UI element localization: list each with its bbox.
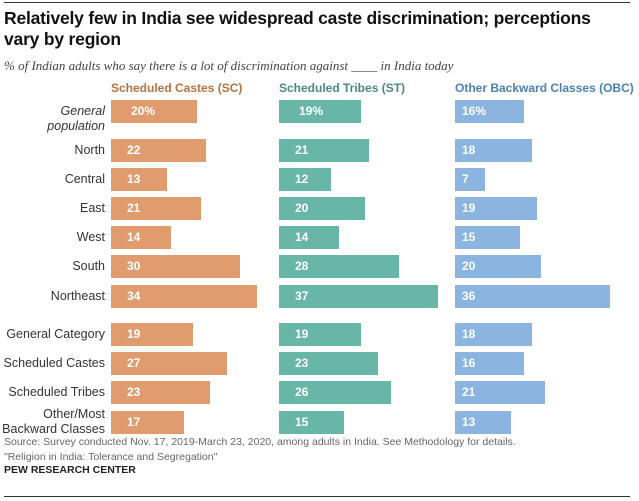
bar [455, 100, 524, 123]
data-label: 13 [127, 172, 141, 186]
bar [455, 226, 520, 249]
bar [111, 226, 172, 249]
bar [279, 323, 361, 346]
bar [279, 381, 391, 404]
bar [111, 139, 206, 162]
bar [279, 285, 439, 308]
bar [455, 323, 533, 346]
row-label: Central [64, 172, 105, 186]
bar [279, 352, 378, 375]
bar [455, 381, 546, 404]
series-header-st: Scheduled Tribes (ST) [279, 81, 406, 95]
bar [111, 323, 193, 346]
bar [279, 139, 370, 162]
data-label: 16% [462, 104, 487, 118]
bar [455, 352, 524, 375]
bar [111, 100, 197, 123]
data-label: 20% [131, 104, 156, 118]
bar [279, 411, 344, 434]
data-label: 34 [127, 289, 141, 303]
data-label: 20 [462, 259, 476, 273]
data-label: 23 [295, 356, 309, 370]
data-label: 15 [295, 415, 309, 429]
data-label: 12 [295, 172, 309, 186]
bar [279, 197, 365, 220]
data-label: 28 [295, 259, 309, 273]
data-label: 7 [462, 172, 469, 186]
series-header-obc: Other Backward Classes (OBC) [455, 81, 634, 95]
row-label: Scheduled Castes [3, 356, 105, 370]
bar [455, 255, 541, 278]
data-label: 21 [462, 385, 476, 399]
data-label: 14 [127, 230, 141, 244]
report-title: "Religion in India: Tolerance and Segreg… [4, 451, 218, 463]
data-label: 23 [127, 385, 141, 399]
bar [455, 285, 610, 308]
bar [455, 411, 511, 434]
bar [279, 100, 361, 123]
data-label: 30 [127, 259, 141, 273]
bar [111, 197, 202, 220]
bar [455, 139, 533, 162]
data-label: 27 [127, 356, 141, 370]
bar [111, 255, 240, 278]
row-label: Scheduled Tribes [8, 385, 105, 399]
bar [111, 168, 167, 191]
bar [111, 352, 228, 375]
data-label: 21 [295, 143, 309, 157]
source-note: Source: Survey conducted Nov. 17, 2019-M… [4, 436, 516, 448]
bar [279, 255, 400, 278]
data-label: 16 [462, 356, 476, 370]
row-label: Northeast [50, 289, 105, 303]
data-label: 20 [295, 201, 309, 215]
data-label: 26 [295, 385, 309, 399]
bar [455, 168, 486, 191]
row-label: East [79, 201, 105, 215]
data-label: 19 [295, 327, 309, 341]
data-label: 19% [299, 104, 324, 118]
data-label: 36 [462, 289, 476, 303]
series-header-sc: Scheduled Castes (SC) [111, 81, 243, 95]
row-label: West [76, 230, 105, 244]
data-label: 17 [127, 415, 141, 429]
data-label: 21 [127, 201, 141, 215]
data-label: 37 [295, 289, 309, 303]
bar [111, 381, 210, 404]
row-label: South [72, 259, 105, 273]
bar [279, 168, 331, 191]
bar [111, 285, 258, 308]
data-label: 19 [127, 327, 141, 341]
top-rule [4, 2, 630, 3]
bar [279, 226, 340, 249]
bar [111, 411, 185, 434]
data-label: 15 [462, 230, 476, 244]
row-label: Other/Most Backward Classes [2, 407, 105, 436]
org-name: PEW RESEARCH CENTER [4, 464, 136, 476]
row-label: General population [47, 104, 105, 133]
data-label: 13 [462, 415, 476, 429]
row-label: General Category [6, 327, 105, 341]
row-label: North [74, 143, 105, 157]
bottom-rule [4, 496, 630, 497]
data-label: 19 [462, 201, 476, 215]
chart-title: Relatively few in India see widespread c… [4, 8, 591, 49]
chart-subtitle: % of Indian adults who say there is a lo… [4, 58, 454, 73]
bar [455, 197, 537, 220]
data-label: 22 [127, 143, 141, 157]
data-label: 18 [462, 143, 476, 157]
data-label: 14 [295, 230, 309, 244]
data-label: 18 [462, 327, 476, 341]
